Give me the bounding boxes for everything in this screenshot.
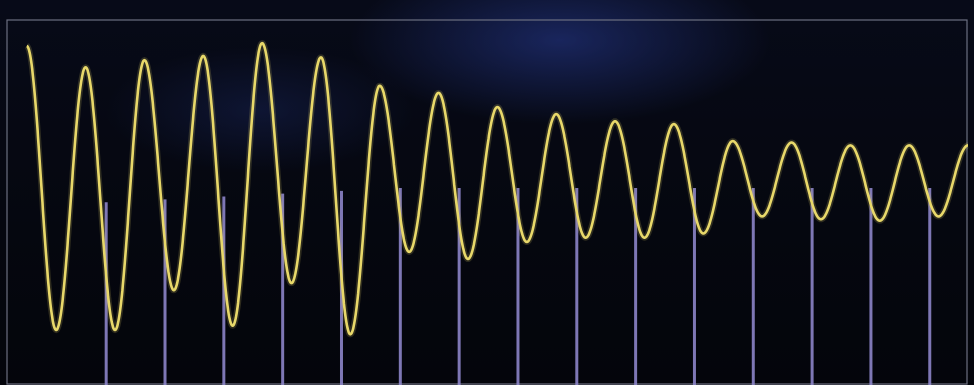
- plot-frame: [6, 19, 968, 385]
- signal-trace: [26, 41, 969, 336]
- signal-trace-glow: [24, 40, 969, 338]
- signal-trace-group: [24, 40, 969, 338]
